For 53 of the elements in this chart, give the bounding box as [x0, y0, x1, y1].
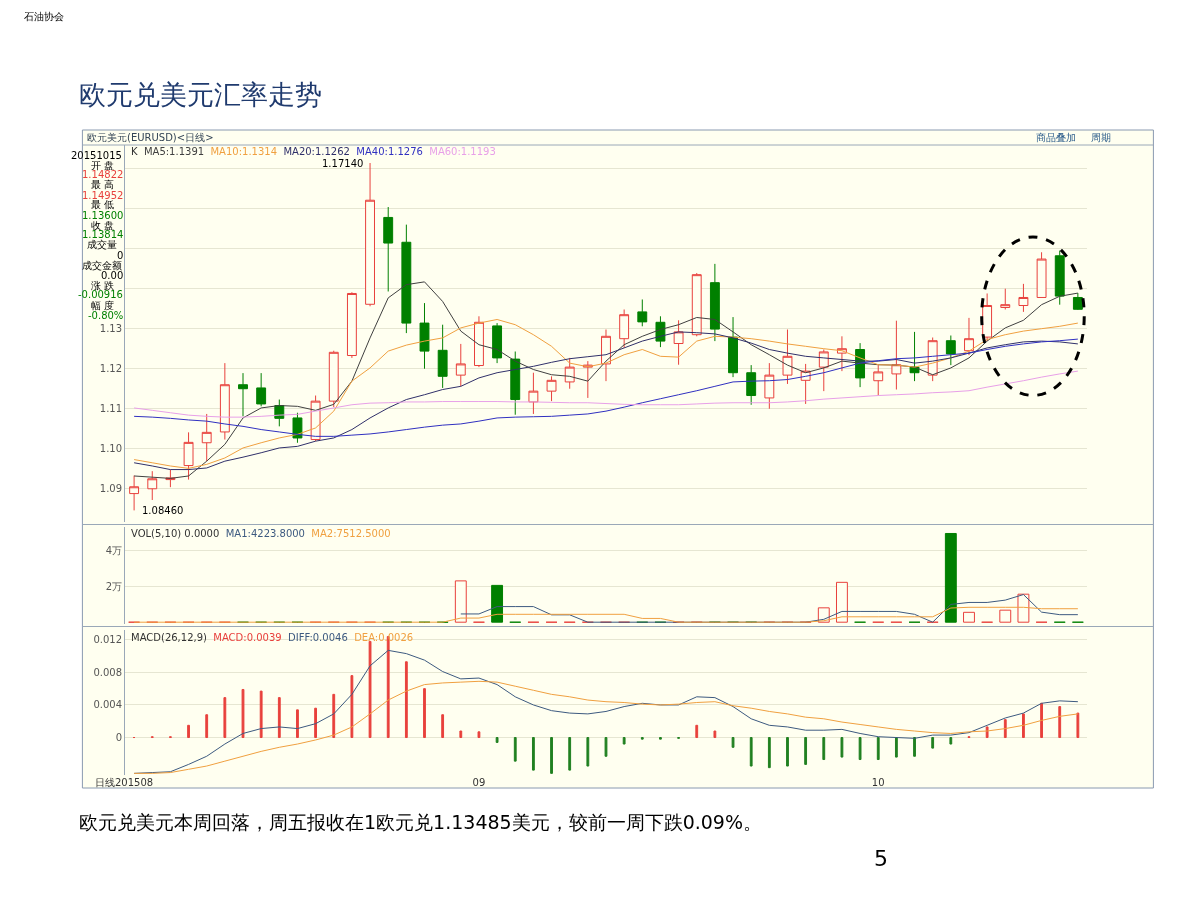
- text: 成交金额: [82, 260, 122, 271]
- annotation: 1.08460: [142, 505, 184, 516]
- text: DEA:0.0026: [354, 632, 414, 643]
- text: 20151015: [71, 150, 122, 161]
- text: 周期: [1091, 132, 1111, 143]
- text: 石油协会: [24, 11, 64, 22]
- text: 1.13814: [82, 229, 124, 240]
- text: 1.14952: [82, 190, 124, 201]
- text: 开 盘: [91, 160, 115, 171]
- text: 1.14822: [82, 169, 124, 180]
- text: 幅 度: [91, 300, 115, 311]
- y-tick-label: 1.11: [99, 403, 123, 415]
- y-tick-label: 2万: [105, 580, 123, 592]
- text: 成交量: [87, 239, 117, 250]
- text: 1.13600: [82, 210, 124, 221]
- y-tick-label: 0.004: [93, 699, 123, 711]
- y-tick-label: 0: [115, 732, 123, 744]
- text: MA1:4223.8000: [225, 528, 305, 539]
- y-tick-label: 1.12: [99, 363, 123, 375]
- text: 欧元兑美元本周回落，周五报收在1欧元兑1.13485美元，较前一周下跌0.09%。: [79, 811, 763, 833]
- text: 0.00: [101, 270, 124, 281]
- x-tick-label: 09: [472, 777, 486, 788]
- annotation: MACD(26,12,9): [131, 632, 207, 643]
- text: 欧元美元(EURUSD)<日线>: [87, 132, 214, 143]
- y-tick-label: 4万: [105, 544, 123, 556]
- text: MA20:1.1262: [283, 146, 350, 157]
- text: 最 低: [91, 199, 115, 210]
- text: 收 盘: [91, 220, 115, 231]
- text: MA40:1.1276: [356, 146, 423, 157]
- text: 商品叠加: [1036, 132, 1076, 143]
- x-axis-title: 日线: [95, 777, 115, 788]
- chart-title: 欧元兑美元汇率走势: [79, 79, 322, 110]
- text: 5: [874, 846, 888, 871]
- annotation: VOL(5,10) 0.0000: [131, 528, 220, 539]
- text: MA5:1.1391: [143, 146, 205, 157]
- annotation: 1.17140: [322, 158, 364, 169]
- y-tick-label: 1.09: [99, 483, 123, 495]
- y-tick-label: 1.10: [99, 443, 123, 455]
- annotation: K: [131, 146, 138, 157]
- text: MA10:1.1314: [210, 146, 278, 157]
- text: 最 高: [91, 179, 115, 190]
- y-tick-label: 0.012: [93, 634, 123, 646]
- x-tick-label: 201508: [115, 777, 154, 788]
- text: -0.80%: [88, 310, 124, 321]
- text: DIFF:0.0046: [288, 632, 348, 643]
- y-tick-label: 1.13: [99, 323, 123, 335]
- text: -0.00916: [78, 289, 123, 300]
- text: 涨 跌: [91, 280, 115, 291]
- text: MA60:1.1193: [429, 146, 496, 157]
- text: MA2:7512.5000: [311, 528, 391, 539]
- x-tick-label: 10: [871, 777, 885, 788]
- y-tick-label: 0.008: [93, 666, 123, 678]
- text: MACD:0.0039: [213, 632, 282, 643]
